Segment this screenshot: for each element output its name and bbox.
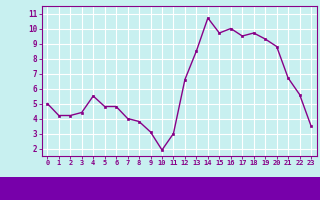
- X-axis label: Windchill (Refroidissement éolien,°C): Windchill (Refroidissement éolien,°C): [94, 186, 265, 195]
